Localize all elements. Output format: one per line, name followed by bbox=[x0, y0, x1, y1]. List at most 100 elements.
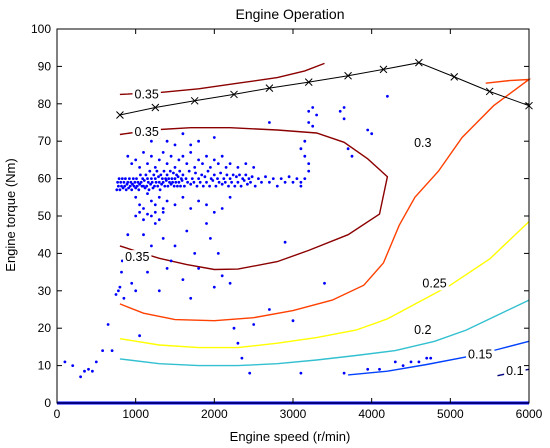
operating-point bbox=[146, 270, 149, 274]
operating-point bbox=[169, 259, 173, 263]
operating-point bbox=[146, 212, 149, 216]
x-tick-label: 3000 bbox=[280, 407, 307, 421]
operating-point bbox=[225, 173, 229, 177]
operating-point bbox=[142, 179, 146, 182]
operating-point bbox=[346, 147, 350, 151]
max-torque-line bbox=[119, 62, 530, 116]
operating-point bbox=[220, 274, 224, 278]
operating-point bbox=[185, 162, 189, 166]
operating-point bbox=[227, 184, 230, 188]
operating-point bbox=[165, 199, 169, 203]
operating-point bbox=[315, 113, 318, 117]
operating-point bbox=[236, 166, 240, 169]
operating-point bbox=[167, 177, 171, 181]
operating-point bbox=[157, 180, 161, 184]
contour-label-bg bbox=[132, 124, 161, 139]
contour-label-bg bbox=[412, 136, 434, 151]
contour-label-bg bbox=[504, 364, 526, 379]
y-axis-title: Engine torque (Nm) bbox=[3, 158, 18, 271]
operating-point bbox=[181, 195, 185, 199]
contour-label: 0.15 bbox=[468, 347, 492, 361]
operating-point bbox=[174, 180, 178, 184]
operating-point bbox=[153, 166, 157, 169]
operating-point bbox=[117, 177, 121, 181]
operating-point bbox=[211, 179, 215, 182]
operating-point bbox=[122, 180, 126, 184]
operating-point bbox=[248, 371, 252, 375]
operating-point bbox=[138, 166, 142, 169]
operating-point bbox=[166, 184, 170, 188]
operating-point bbox=[370, 132, 374, 136]
operating-point bbox=[252, 323, 256, 326]
operating-point bbox=[179, 184, 182, 188]
operating-point bbox=[161, 210, 165, 214]
operating-point bbox=[189, 143, 193, 147]
operating-point bbox=[139, 180, 143, 184]
operating-point bbox=[168, 169, 172, 173]
operating-point bbox=[153, 177, 157, 181]
operating-point bbox=[206, 169, 210, 173]
operating-point bbox=[212, 158, 216, 162]
max-torque-marker bbox=[116, 111, 124, 119]
max-torque-curve bbox=[116, 58, 533, 119]
y-axis: 0 10 20 30 40 50 60 70 80 90 100 bbox=[31, 22, 529, 410]
operating-point bbox=[146, 180, 150, 184]
operating-point bbox=[143, 186, 147, 190]
operating-point bbox=[185, 229, 189, 233]
operating-point bbox=[130, 281, 134, 285]
operating-point bbox=[71, 364, 75, 367]
operating-point bbox=[303, 139, 307, 143]
operating-point bbox=[158, 188, 162, 192]
contour-label: 0.25 bbox=[422, 276, 446, 290]
operating-point bbox=[124, 188, 128, 192]
operating-point bbox=[87, 367, 90, 371]
contour-line bbox=[119, 221, 530, 349]
operating-point bbox=[124, 177, 127, 181]
operating-point bbox=[120, 184, 123, 188]
x-tick-label: 5000 bbox=[437, 407, 464, 421]
contour-line bbox=[119, 127, 389, 271]
operating-point bbox=[63, 360, 67, 364]
operating-point bbox=[115, 188, 119, 192]
operating-point bbox=[268, 121, 271, 124]
operating-point bbox=[129, 180, 133, 184]
operating-point bbox=[118, 285, 122, 289]
operating-point bbox=[247, 177, 251, 181]
operating-point bbox=[130, 162, 134, 166]
operating-point bbox=[152, 173, 156, 177]
operating-point bbox=[154, 180, 158, 184]
operating-point bbox=[157, 289, 161, 293]
contour-label-bg bbox=[412, 323, 434, 338]
operating-point bbox=[165, 267, 169, 270]
operating-point bbox=[181, 278, 185, 281]
operating-point bbox=[180, 179, 184, 182]
y-tick-label: 60 bbox=[38, 172, 52, 186]
operating-point bbox=[299, 371, 303, 375]
operating-point bbox=[195, 184, 199, 188]
operating-point bbox=[275, 184, 279, 188]
y-tick-label: 30 bbox=[38, 284, 52, 298]
operating-point bbox=[173, 166, 177, 169]
operating-point bbox=[146, 177, 149, 181]
x-tick-label: 6000 bbox=[516, 407, 543, 421]
operating-point bbox=[238, 173, 241, 177]
operating-point bbox=[239, 184, 243, 188]
y-tick-label: 80 bbox=[38, 97, 52, 111]
operating-point bbox=[161, 207, 165, 210]
operating-point bbox=[193, 166, 197, 169]
operating-point bbox=[224, 166, 228, 169]
operating-point bbox=[295, 177, 299, 181]
operating-point bbox=[190, 177, 194, 181]
operating-point bbox=[209, 177, 213, 181]
operating-point bbox=[283, 240, 287, 244]
contour-label: 0.35 bbox=[135, 87, 159, 101]
max-torque-marker bbox=[304, 78, 313, 86]
operating-point bbox=[217, 180, 221, 184]
operating-point bbox=[141, 177, 145, 181]
contour-label: 0.1 bbox=[506, 364, 523, 378]
operating-point bbox=[342, 117, 346, 121]
operating-point bbox=[386, 94, 389, 98]
operating-point bbox=[133, 180, 137, 184]
operating-point bbox=[120, 270, 123, 274]
operating-point bbox=[106, 323, 110, 326]
